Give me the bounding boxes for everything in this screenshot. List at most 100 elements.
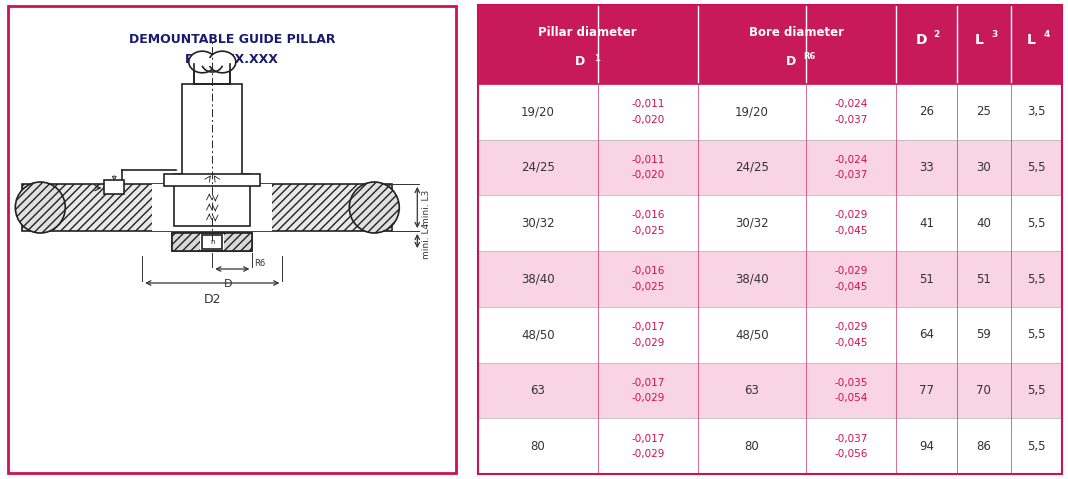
Text: 30/32: 30/32 xyxy=(521,217,554,230)
Text: 38/40: 38/40 xyxy=(521,273,554,285)
Text: -0,037: -0,037 xyxy=(834,433,868,444)
Text: DEMOUNTABLE GUIDE PILLAR: DEMOUNTABLE GUIDE PILLAR xyxy=(129,33,335,46)
Text: -0,045: -0,045 xyxy=(834,282,868,292)
Text: -0,035: -0,035 xyxy=(834,378,868,388)
Bar xyxy=(477,84,1062,139)
Bar xyxy=(477,5,1062,84)
Bar xyxy=(22,184,392,231)
Text: P22.XXX.XXX: P22.XXX.XXX xyxy=(186,53,279,66)
Bar xyxy=(194,64,231,84)
Text: D: D xyxy=(916,34,927,47)
Text: 4: 4 xyxy=(1043,30,1050,39)
Text: Pillar diameter: Pillar diameter xyxy=(538,26,637,39)
Text: -0,011: -0,011 xyxy=(631,155,664,165)
Text: L: L xyxy=(1027,34,1036,47)
Text: -0,029: -0,029 xyxy=(834,322,868,332)
Text: -0,020: -0,020 xyxy=(631,171,664,180)
Text: 3,5: 3,5 xyxy=(1027,105,1046,118)
Bar xyxy=(224,233,252,251)
Bar xyxy=(477,419,1062,474)
Text: -0,016: -0,016 xyxy=(631,266,664,276)
Text: -0,056: -0,056 xyxy=(834,449,868,459)
Text: -0,029: -0,029 xyxy=(834,266,868,276)
Text: 63: 63 xyxy=(744,384,759,397)
Text: 5,5: 5,5 xyxy=(1027,328,1046,341)
Text: -0,017: -0,017 xyxy=(631,322,664,332)
Text: Bore diameter: Bore diameter xyxy=(750,26,845,39)
Text: -0,054: -0,054 xyxy=(834,393,868,403)
Text: -0,045: -0,045 xyxy=(834,226,868,236)
Text: -0,029: -0,029 xyxy=(631,449,664,459)
Text: 86: 86 xyxy=(976,440,991,453)
Text: 25: 25 xyxy=(976,105,991,118)
Text: 5,5: 5,5 xyxy=(1027,273,1046,285)
Ellipse shape xyxy=(208,51,236,73)
Text: 26: 26 xyxy=(918,105,933,118)
Text: n: n xyxy=(210,239,215,245)
Text: -0,029: -0,029 xyxy=(834,210,868,220)
Text: 51: 51 xyxy=(918,273,933,285)
Text: 5,5: 5,5 xyxy=(1027,161,1046,174)
Text: 51: 51 xyxy=(976,273,991,285)
Bar xyxy=(477,363,1062,419)
Bar xyxy=(174,174,250,226)
Text: D: D xyxy=(224,279,233,289)
Text: 2: 2 xyxy=(933,30,940,39)
Text: 64: 64 xyxy=(918,328,933,341)
Ellipse shape xyxy=(349,182,399,233)
Bar xyxy=(202,235,222,249)
Text: 33: 33 xyxy=(920,161,933,174)
Bar xyxy=(172,233,201,251)
Text: R6: R6 xyxy=(803,52,815,61)
Text: D: D xyxy=(786,55,796,68)
Text: 63: 63 xyxy=(531,384,546,397)
Text: -0,025: -0,025 xyxy=(631,282,664,292)
Text: D2: D2 xyxy=(204,293,221,306)
Text: -0,037: -0,037 xyxy=(834,171,868,180)
Text: -0,029: -0,029 xyxy=(631,338,664,348)
Wedge shape xyxy=(112,176,116,180)
Text: 3: 3 xyxy=(991,30,998,39)
Text: 24/25: 24/25 xyxy=(735,161,769,174)
Text: 59: 59 xyxy=(976,328,991,341)
Text: -0,037: -0,037 xyxy=(834,114,868,125)
Text: -0,025: -0,025 xyxy=(631,226,664,236)
Bar xyxy=(194,58,231,66)
Text: 94: 94 xyxy=(918,440,933,453)
Text: -0,017: -0,017 xyxy=(631,378,664,388)
Bar xyxy=(477,307,1062,363)
Text: 5,5: 5,5 xyxy=(1027,384,1046,397)
Text: 5,5: 5,5 xyxy=(1027,440,1046,453)
Bar xyxy=(183,84,242,184)
Ellipse shape xyxy=(15,182,65,233)
Text: mini. L4: mini. L4 xyxy=(422,223,431,259)
Text: 30: 30 xyxy=(976,161,991,174)
Bar xyxy=(477,251,1062,307)
Text: 40: 40 xyxy=(976,217,991,230)
Text: D: D xyxy=(576,55,585,68)
Text: 1: 1 xyxy=(594,54,599,63)
Text: 41: 41 xyxy=(918,217,933,230)
Text: -0,045: -0,045 xyxy=(834,338,868,348)
Bar xyxy=(105,180,124,194)
Text: L: L xyxy=(974,34,984,47)
Text: -0,020: -0,020 xyxy=(631,114,664,125)
Bar xyxy=(477,139,1062,195)
Text: mini. L3: mini. L3 xyxy=(422,189,431,226)
Text: -0,024: -0,024 xyxy=(834,99,868,109)
Text: -0,011: -0,011 xyxy=(631,99,664,109)
Ellipse shape xyxy=(189,51,216,73)
Text: 70: 70 xyxy=(976,384,991,397)
Text: 48/50: 48/50 xyxy=(735,328,769,341)
Bar xyxy=(477,195,1062,251)
Text: -0,017: -0,017 xyxy=(631,433,664,444)
Text: -0,024: -0,024 xyxy=(834,155,868,165)
Text: 38/40: 38/40 xyxy=(735,273,769,285)
Bar xyxy=(164,174,261,186)
Text: -0,029: -0,029 xyxy=(631,393,664,403)
Text: -0,016: -0,016 xyxy=(631,210,664,220)
Bar xyxy=(172,233,252,251)
Text: 30/32: 30/32 xyxy=(735,217,769,230)
Text: 19/20: 19/20 xyxy=(521,105,555,118)
Text: 48/50: 48/50 xyxy=(521,328,554,341)
